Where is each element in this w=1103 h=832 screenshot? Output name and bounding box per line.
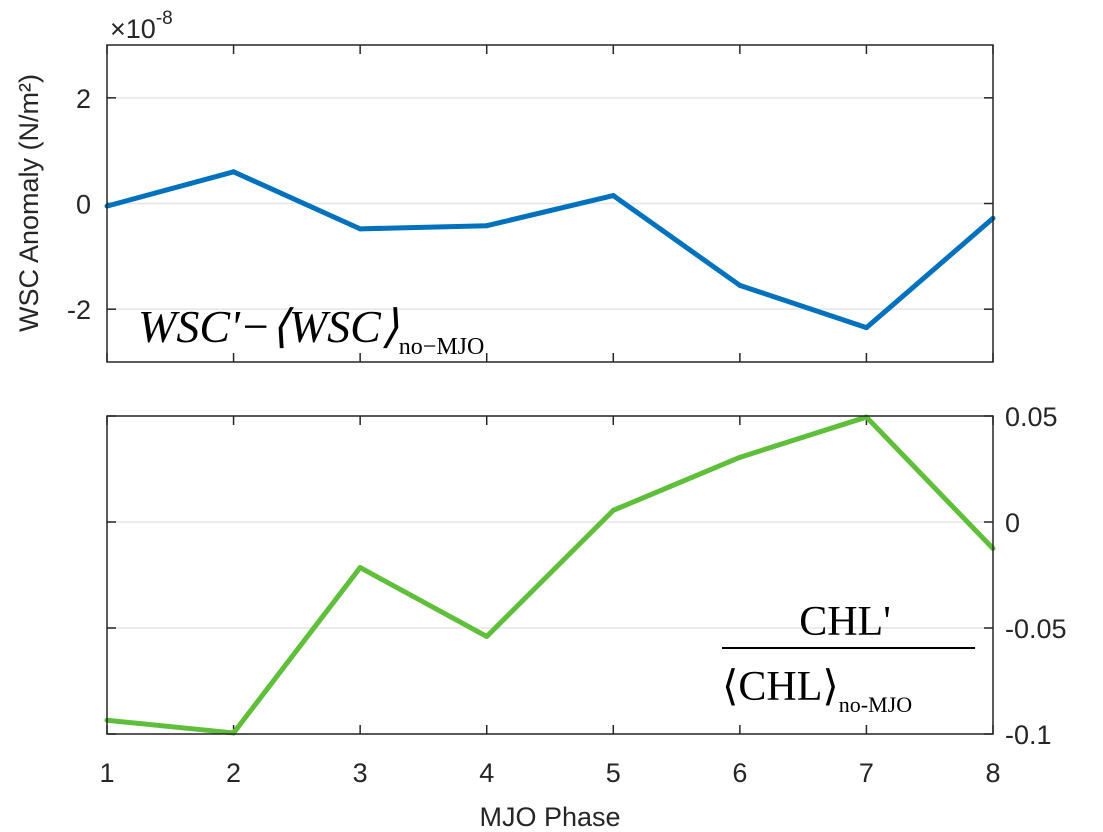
x-tick-label: 3 xyxy=(353,758,368,788)
wsc-data-point xyxy=(863,325,869,331)
wsc-data-point xyxy=(484,223,490,229)
x-tick-label: 4 xyxy=(479,758,494,788)
top-y-axis-label: WSC Anomaly (N/m²) xyxy=(14,74,44,332)
chl-formula-annotation: CHL' ⟨CHL⟩no-MJO xyxy=(722,599,975,717)
chl-y-tick-label: -0.1 xyxy=(1005,720,1052,750)
chl-data-point xyxy=(484,633,490,639)
chl-y-tick-label: 0 xyxy=(1005,508,1020,538)
top-gridlines xyxy=(107,97,993,310)
bottom-y-ticks: 0.05 0 -0.05 -0.1 xyxy=(107,402,1067,750)
top-exponent-label: ×10-8 xyxy=(110,8,173,44)
wsc-data-point xyxy=(610,193,616,199)
chl-data-point xyxy=(357,565,363,571)
chl-anomaly-series-line xyxy=(106,414,995,736)
bottom-panel-chl: 0.05 0 -0.05 -0.1 1 2 3 4 5 6 7 8 MJO Phase CHL' ⟨… xyxy=(99,402,1066,832)
x-tick-label: 6 xyxy=(732,758,747,788)
wsc-anomaly-points xyxy=(104,169,996,331)
bottom-plot-frame xyxy=(106,415,994,735)
top-plot-frame xyxy=(106,44,994,363)
x-tick-label: 1 xyxy=(99,758,114,788)
wsc-data-point xyxy=(231,169,237,175)
chl-y-tick-label: -0.05 xyxy=(1005,614,1067,644)
wsc-y-tick-label: 0 xyxy=(76,190,91,220)
x-tick-labels: 1 2 3 4 5 6 7 8 xyxy=(99,758,1000,788)
x-tick-label: 8 xyxy=(985,758,1000,788)
x-tick-label: 7 xyxy=(859,758,874,788)
top-y-ticks: 2 0 -2 xyxy=(67,84,993,325)
wsc-y-tick-label: -2 xyxy=(67,295,91,325)
wsc-y-tick-label: 2 xyxy=(76,84,91,114)
chl-y-tick-label: 0.05 xyxy=(1005,402,1058,432)
wsc-data-point xyxy=(737,282,743,288)
wsc-anomaly-series-line xyxy=(106,169,995,331)
chl-formula-numerator: CHL' xyxy=(799,599,891,645)
x-axis-label: MJO Phase xyxy=(479,802,620,832)
wsc-formula-annotation: WSC'−⟨WSC⟩no−MJO xyxy=(138,301,484,360)
chl-data-point xyxy=(610,507,616,513)
chl-formula-denominator: ⟨CHL⟩no-MJO xyxy=(722,664,912,717)
x-tick-label: 5 xyxy=(606,758,621,788)
x-tick-label: 2 xyxy=(226,758,241,788)
chl-data-point xyxy=(737,454,743,460)
wsc-data-point xyxy=(357,226,363,232)
top-panel-wsc: 2 0 -2 ×10-8 WSC Anomaly (N/m²) WSC'−⟨WSC⟩… xyxy=(14,8,996,363)
